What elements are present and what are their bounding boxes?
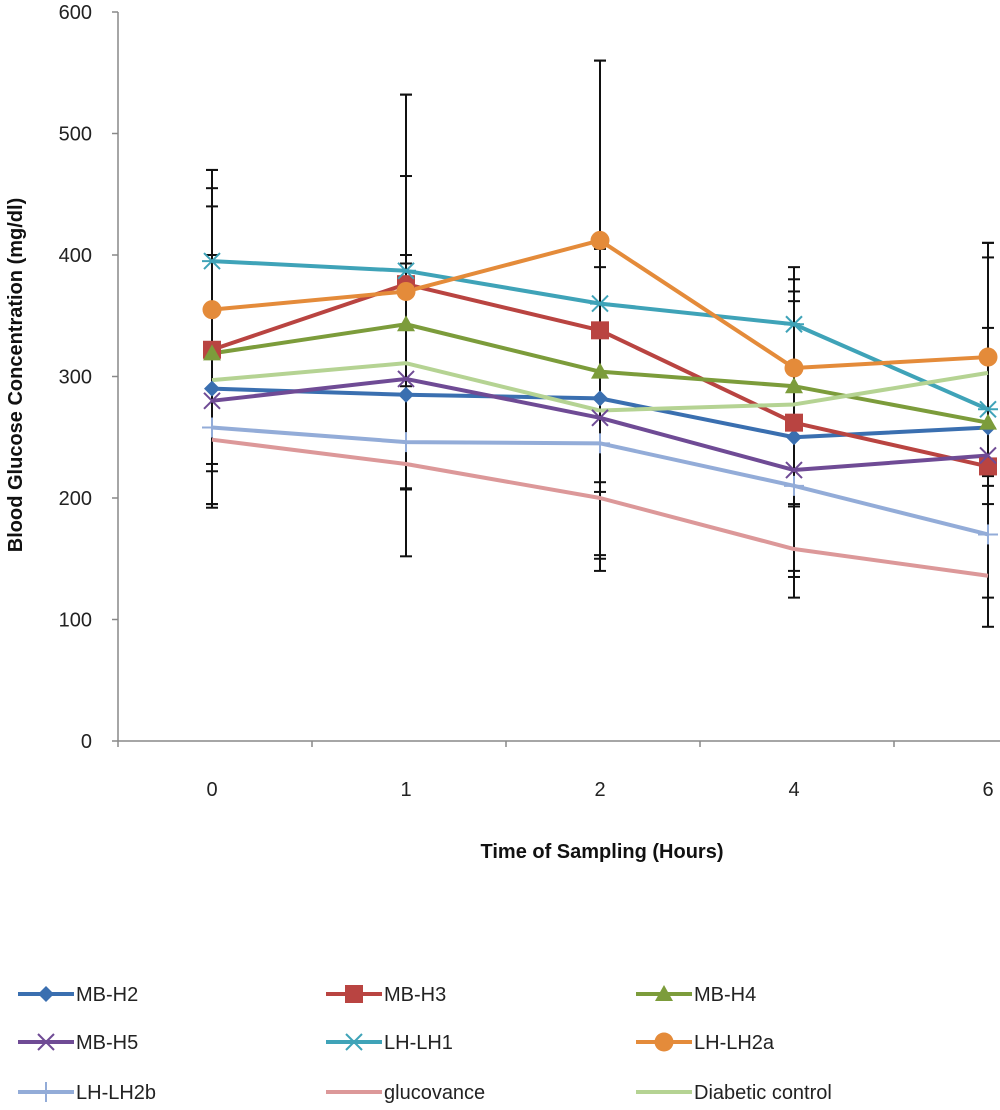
data-point-lh-lh2a	[202, 300, 222, 320]
data-point-mb-h4	[397, 315, 415, 332]
data-point-lh-lh2a	[396, 281, 416, 301]
legend-label: LH-LH2b	[76, 1082, 156, 1104]
data-point-lh-lh2b	[784, 475, 804, 496]
legend-marker	[654, 1032, 674, 1052]
y-tick-label: 400	[59, 245, 92, 267]
legend-label: MB-H3	[384, 984, 446, 1006]
marker-stroke	[203, 392, 221, 410]
x-tick-label: 6	[982, 779, 993, 801]
data-point-lh-lh1	[396, 262, 416, 280]
legend-item-mb-h4: MB-H4	[636, 984, 756, 1006]
data-point-mb-h5	[591, 409, 609, 427]
x-tick-label: 0	[206, 779, 217, 801]
x-tick-label: 4	[788, 779, 799, 801]
data-point-mb-h2	[398, 386, 414, 403]
legend-item-lh-lh2a: LH-LH2a	[636, 1032, 775, 1054]
legend: MB-H2 MB-H3 MB-H4 MB-H5 LH-LH1 LH-LH2a LH-LH2b…	[18, 984, 832, 1104]
axes: 0 100 200 300 400 500 600 0 1 2 4 6	[59, 2, 1000, 801]
data-point-mb-h4	[591, 362, 609, 379]
data-point-mb-h2	[786, 429, 802, 446]
data-point-lh-lh1	[590, 294, 610, 313]
legend-marker	[345, 985, 363, 1003]
legend-label: LH-LH2a	[694, 1032, 775, 1054]
marker-stroke	[397, 370, 415, 388]
data-point-mb-h4	[203, 344, 221, 361]
data-point-lh-lh2a	[590, 230, 610, 250]
legend-item-lh-lh1: LH-LH1	[326, 1032, 453, 1054]
x-axis-title: Time of Sampling (Hours)	[481, 841, 724, 863]
data-point-lh-lh2a	[784, 358, 804, 378]
y-tick-label: 300	[59, 367, 92, 389]
y-tick-label: 0	[81, 731, 92, 753]
legend-item-lh-lh2b: LH-LH2b	[18, 1082, 156, 1104]
data-point-lh-lh1	[202, 252, 222, 270]
data-point-lh-lh2b	[978, 524, 998, 545]
data-point-mb-h5	[203, 392, 221, 410]
legend-label: MB-H4	[694, 984, 756, 1006]
y-axis-title: Blood Glucose Concentration (mg/dl)	[5, 198, 27, 552]
data-point-mb-h5	[979, 446, 997, 465]
series-line-diabetic-control	[211, 361, 989, 413]
legend-label: MB-H5	[76, 1032, 138, 1054]
data-point-mb-h3	[979, 457, 997, 476]
legend-item-diabetic-control: Diabetic control	[636, 1082, 832, 1104]
legend-label: MB-H2	[76, 984, 138, 1006]
data-point-lh-lh1	[784, 315, 804, 333]
y-tick-label: 200	[59, 488, 92, 510]
legend-label: glucovance	[384, 1082, 485, 1104]
legend-label: Diabetic control	[694, 1082, 832, 1104]
data-point-mb-h4	[979, 413, 997, 430]
data-point-mb-h2	[204, 380, 220, 397]
x-tick-label: 1	[400, 779, 411, 801]
data-point-lh-lh2a	[978, 347, 998, 367]
legend-marker	[36, 1082, 56, 1102]
y-tick-label: 500	[59, 124, 92, 146]
y-tick-label: 600	[59, 2, 92, 24]
legend-item-mb-h5: MB-H5	[18, 1032, 138, 1054]
data-point-mb-h5	[785, 461, 803, 479]
legend-marker	[655, 985, 673, 1001]
marker-stroke	[591, 409, 609, 427]
y-tick-label: 100	[59, 610, 92, 632]
data-point-lh-lh2b	[202, 417, 222, 438]
data-point-mb-h3	[591, 321, 609, 340]
data-point-lh-lh2b	[396, 432, 416, 453]
legend-marker	[344, 1033, 364, 1051]
x-tick-label: 2	[594, 779, 605, 801]
series-markers	[202, 230, 998, 545]
data-point-mb-h4	[785, 377, 803, 394]
marker-stroke	[979, 446, 997, 465]
data-point-mb-h3	[785, 413, 803, 432]
data-point-lh-lh2b	[590, 433, 610, 454]
error-bars	[206, 59, 994, 628]
data-point-mb-h5	[397, 370, 415, 388]
legend-item-mb-h3: MB-H3	[326, 984, 446, 1006]
legend-marker	[38, 986, 54, 1002]
data-point-mb-h2	[592, 390, 608, 407]
legend-marker	[37, 1033, 55, 1051]
marker-stroke	[785, 461, 803, 479]
legend-item-mb-h2: MB-H2	[18, 984, 138, 1006]
marker-stroke	[37, 1033, 55, 1051]
series-line-glucovance	[211, 437, 989, 578]
legend-label: LH-LH1	[384, 1032, 453, 1054]
data-point-lh-lh1	[978, 400, 998, 419]
legend-item-glucovance: glucovance	[326, 1082, 485, 1104]
